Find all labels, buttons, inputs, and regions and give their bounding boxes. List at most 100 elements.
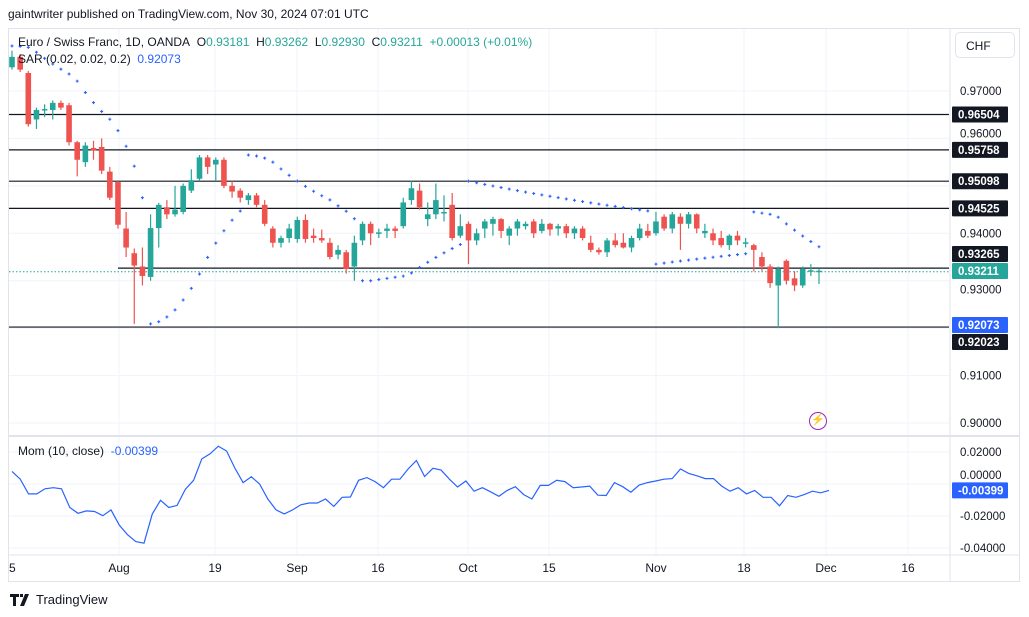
candle-body (278, 238, 284, 243)
candle (596, 247, 602, 255)
tradingview-logo-icon (10, 593, 29, 606)
candle (604, 238, 610, 258)
candle (172, 185, 178, 217)
candle-body (734, 235, 741, 241)
sar-dot (344, 209, 348, 213)
lightning-alert-icon[interactable]: ⚡ (809, 412, 827, 430)
level-price-tag: 0.93265 (952, 246, 1008, 262)
candle (710, 228, 716, 246)
candle (359, 221, 366, 246)
candle (204, 155, 211, 175)
candle (270, 226, 276, 248)
candle-body (596, 249, 602, 253)
sar-dot (328, 198, 332, 202)
candle-body (115, 182, 121, 225)
tradingview-logo[interactable]: TradingView (10, 592, 108, 607)
candle (66, 102, 72, 146)
sar-dot (157, 320, 161, 324)
level-price-tag: 0.95758 (952, 141, 1008, 158)
candle (539, 219, 545, 234)
candle (155, 202, 162, 248)
mom-value-tag-bg (952, 482, 1008, 499)
candle-body (180, 185, 186, 212)
mom-value-tag-text: -0.00399 (958, 485, 1003, 497)
candle (33, 107, 40, 129)
sar-dot (532, 192, 536, 196)
sar-dot (206, 255, 210, 259)
candle-body (82, 145, 89, 163)
candle-body (620, 242, 627, 248)
candle (245, 192, 252, 205)
candle (767, 264, 773, 288)
sar-dot (581, 200, 585, 204)
candle-body (506, 228, 513, 236)
candle-body (783, 260, 790, 281)
candle-body (742, 242, 749, 244)
candle-body (212, 159, 219, 165)
sar-dot (727, 253, 731, 257)
candle (49, 100, 56, 120)
candle-body (172, 209, 178, 215)
mom-value-tag: -0.00399 (952, 482, 1008, 499)
candle-body (555, 226, 561, 229)
sar-dot (377, 278, 381, 282)
sar-dot (801, 234, 805, 238)
sar-dots (10, 44, 821, 326)
change-value: +0.00013 (+0.01%) (429, 35, 533, 49)
price-tick-label: 0.94000 (960, 228, 1002, 240)
candle (530, 219, 537, 239)
level-price-tag: 0.96504 (952, 106, 1008, 123)
candle-body (302, 220, 309, 239)
sar-dot (605, 203, 609, 207)
mom-legend[interactable]: Mom (10, close) -0.00399 (18, 444, 158, 458)
candle (628, 235, 635, 253)
price-tick-label: 0.93000 (960, 285, 1002, 297)
candle-body (702, 230, 708, 234)
candle-body (237, 190, 244, 198)
candle (620, 233, 627, 249)
candle (212, 157, 219, 182)
candle-body (808, 270, 814, 272)
candle-body (33, 109, 40, 120)
candle-body (147, 228, 154, 277)
candle-body (775, 268, 782, 286)
currency-button[interactable]: CHF (955, 32, 1015, 58)
candle (441, 195, 447, 222)
candle (506, 226, 513, 246)
candle (481, 219, 488, 239)
level-price-tag-bg (952, 200, 1008, 217)
sar-legend[interactable]: SAR (0.02, 0.02, 0.2) 0.92073 (18, 52, 181, 66)
candle-body (253, 195, 260, 205)
candle-body (539, 223, 545, 231)
candle-body (514, 221, 521, 229)
candle (17, 54, 23, 73)
sar-dot (793, 228, 797, 232)
candle (465, 221, 472, 265)
candle-body (677, 216, 684, 224)
candle (473, 228, 480, 246)
candle-body (490, 219, 496, 224)
sar-dot (116, 129, 120, 133)
date-tick-label: Aug (108, 561, 129, 575)
candle-body (229, 185, 235, 192)
candle-body (286, 228, 292, 239)
candle (98, 138, 105, 175)
candle-body (131, 253, 138, 266)
sar-dot (760, 211, 764, 215)
candle (351, 235, 358, 281)
mom-tick-label: 0.02000 (960, 447, 1002, 459)
candle (367, 221, 374, 246)
low-value: 0.92930 (321, 35, 365, 49)
sar-dot (670, 260, 674, 264)
sar-dot (295, 179, 299, 183)
candle-body (416, 190, 423, 208)
date-axis: 5 Aug 19 Sep 16 Oct 15 Nov 18 Dec 16 (9, 561, 915, 575)
candle-body (628, 238, 635, 248)
sar-dot (621, 206, 625, 210)
candle (612, 233, 619, 248)
candle (653, 211, 659, 236)
candle-body (400, 202, 407, 227)
date-tick-label: 18 (737, 561, 751, 575)
sar-dot (735, 253, 739, 257)
